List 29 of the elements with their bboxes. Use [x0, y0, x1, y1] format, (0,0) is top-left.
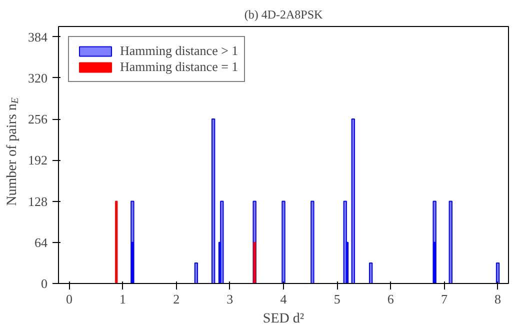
bar — [448, 200, 452, 284]
bar — [194, 262, 198, 284]
y-tick-label: 64 — [34, 234, 48, 250]
x-tick-label: 0 — [66, 292, 72, 306]
x-axis-title: SED d² — [262, 312, 304, 326]
x-tick-label: 1 — [120, 292, 126, 306]
x-tick-label: 8 — [494, 292, 502, 306]
bar — [310, 200, 314, 284]
y-tick-label: 320 — [28, 70, 48, 86]
y-tick-label: 384 — [28, 29, 48, 44]
y-tick-label: 0 — [41, 276, 48, 291]
y-tick-label: 256 — [28, 112, 48, 127]
chart-title: (b) 4D-2A8PSK — [244, 8, 323, 22]
legend-label: Hamming distance = 1 — [120, 59, 238, 75]
x-tick-label: 5 — [334, 292, 340, 306]
bar — [211, 118, 216, 284]
legend-label: Hamming distance > 1 — [120, 43, 238, 59]
y-axis-title: Number of pairs nE — [5, 97, 21, 206]
bar — [368, 262, 373, 284]
bar — [351, 118, 355, 284]
bar — [496, 262, 500, 284]
y-tick-label: 128 — [28, 194, 48, 209]
y-tick-label: 192 — [28, 152, 48, 168]
bar — [282, 200, 286, 284]
x-tick-label: 3 — [226, 292, 234, 306]
x-tick-label: 2 — [173, 292, 180, 306]
x-tick-label: 4 — [280, 292, 288, 306]
x-tick-label: 6 — [387, 292, 394, 306]
x-tick-label: 7 — [440, 292, 448, 306]
